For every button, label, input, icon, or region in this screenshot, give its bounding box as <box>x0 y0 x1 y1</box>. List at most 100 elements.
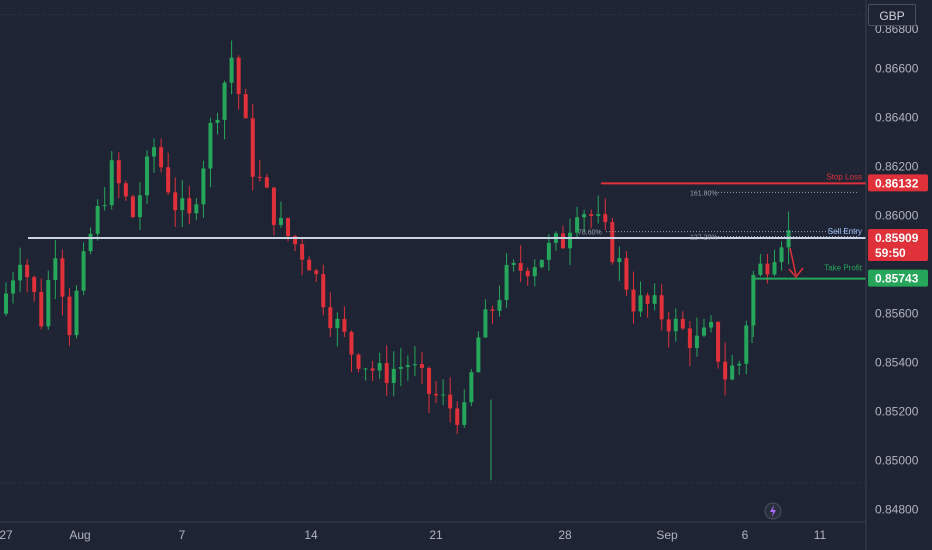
x-tick-label: 28 <box>558 528 572 542</box>
candle-body <box>511 262 516 265</box>
candle-body <box>723 361 728 380</box>
candle-body <box>229 57 234 83</box>
candle-body <box>765 263 770 275</box>
candle-body <box>603 214 608 223</box>
candle-body <box>39 291 44 327</box>
candle-body <box>32 277 37 292</box>
candle-body <box>560 233 565 249</box>
candle-body <box>610 222 615 263</box>
candlestick-series <box>4 40 791 481</box>
y-tick-label: 0.85200 <box>875 405 919 419</box>
fib-label: 161.80% <box>690 190 718 197</box>
candle-body <box>102 205 107 207</box>
candle-body <box>152 147 157 157</box>
currency-label[interactable]: GBP <box>868 4 916 26</box>
candle-body <box>405 365 410 367</box>
price-tag-bg <box>868 228 928 261</box>
candle-body <box>18 264 23 281</box>
candle-body <box>645 295 650 304</box>
candle-body <box>321 274 326 308</box>
candle-body <box>546 242 551 260</box>
candle-body <box>250 118 255 177</box>
candle-body <box>201 168 206 205</box>
candle-body <box>109 160 114 206</box>
price-tag-value: 0.85909 <box>875 231 919 245</box>
candle-body <box>652 295 657 304</box>
candle-body <box>278 218 283 225</box>
candle-body <box>46 280 51 327</box>
lightning-icon[interactable] <box>764 502 782 520</box>
time-axis[interactable]: 27 Aug 7 14 21 28 Sep 6 11 <box>0 528 827 542</box>
candle-body <box>391 368 396 384</box>
candle-body <box>730 365 735 380</box>
x-tick-label: 27 <box>0 528 13 542</box>
candle-body <box>4 293 8 314</box>
x-tick-label: 14 <box>304 528 318 542</box>
candle-body <box>222 82 227 120</box>
candle-body <box>751 274 756 326</box>
y-tick-label: 0.85000 <box>875 454 919 468</box>
candle-body <box>236 57 241 95</box>
candle-body <box>335 318 340 329</box>
candle-body <box>314 270 319 275</box>
price-tag-value: 0.86132 <box>875 176 919 190</box>
take-profit-price-tag: 0.85743 <box>868 269 928 287</box>
sell-arrow-head-icon <box>788 267 804 279</box>
candle-body <box>659 295 664 320</box>
candle-body <box>758 263 763 275</box>
candle-body <box>673 318 678 332</box>
candle-body <box>286 218 291 237</box>
candle-body <box>356 354 361 369</box>
stop-loss-price-tag: 0.86132 <box>868 174 928 192</box>
candle-body <box>448 394 453 409</box>
candle-body <box>589 214 594 216</box>
candle-body <box>701 327 706 336</box>
candle-body <box>434 393 439 396</box>
x-tick-label: Aug <box>69 528 90 542</box>
trade-levels: Sell Entry Stop Loss Take Profit 161.80% 78.… <box>28 172 866 344</box>
candle-body <box>293 236 298 245</box>
price-tag-value: 0.85743 <box>875 272 919 286</box>
y-tick-label: 0.85400 <box>875 356 919 370</box>
candle-body <box>497 300 502 311</box>
candle-body <box>504 264 509 301</box>
candle-body <box>116 160 121 184</box>
y-tick-label: 0.84800 <box>875 503 919 517</box>
x-tick-label: Sep <box>656 528 678 542</box>
candle-body <box>631 289 636 312</box>
candle-body <box>384 363 389 384</box>
candle-body <box>419 364 424 368</box>
price-axis[interactable]: 0.86600 0.86400 0.86200 0.86000 0.85600 0.854… <box>875 22 919 517</box>
candle-body <box>166 167 171 193</box>
candle-body <box>716 321 721 362</box>
candle-body <box>300 244 305 260</box>
x-tick-label: 6 <box>742 528 749 542</box>
candle-body <box>483 309 488 338</box>
candle-body <box>137 195 142 218</box>
countdown-timer: 59:50 <box>875 246 906 260</box>
candle-body <box>582 214 587 218</box>
candle-body <box>194 204 199 214</box>
candle-body <box>187 198 192 214</box>
candle-body <box>596 214 601 216</box>
candle-body <box>173 192 178 211</box>
y-tick-label: 0.86600 <box>875 62 919 76</box>
candle-body <box>680 318 685 329</box>
candle-body <box>363 368 368 370</box>
candle-body <box>123 183 128 197</box>
candle-body <box>60 258 65 297</box>
candle-body <box>624 258 629 290</box>
candle-body <box>666 319 671 332</box>
grid-lines <box>0 14 866 484</box>
candle-body <box>744 325 749 364</box>
candle-body <box>412 364 417 366</box>
price-tag-bg <box>868 269 928 287</box>
candle-body <box>159 147 164 168</box>
candle-body <box>264 177 269 188</box>
candle-body <box>145 156 150 196</box>
candle-body <box>441 394 446 396</box>
candle-body <box>349 331 354 355</box>
